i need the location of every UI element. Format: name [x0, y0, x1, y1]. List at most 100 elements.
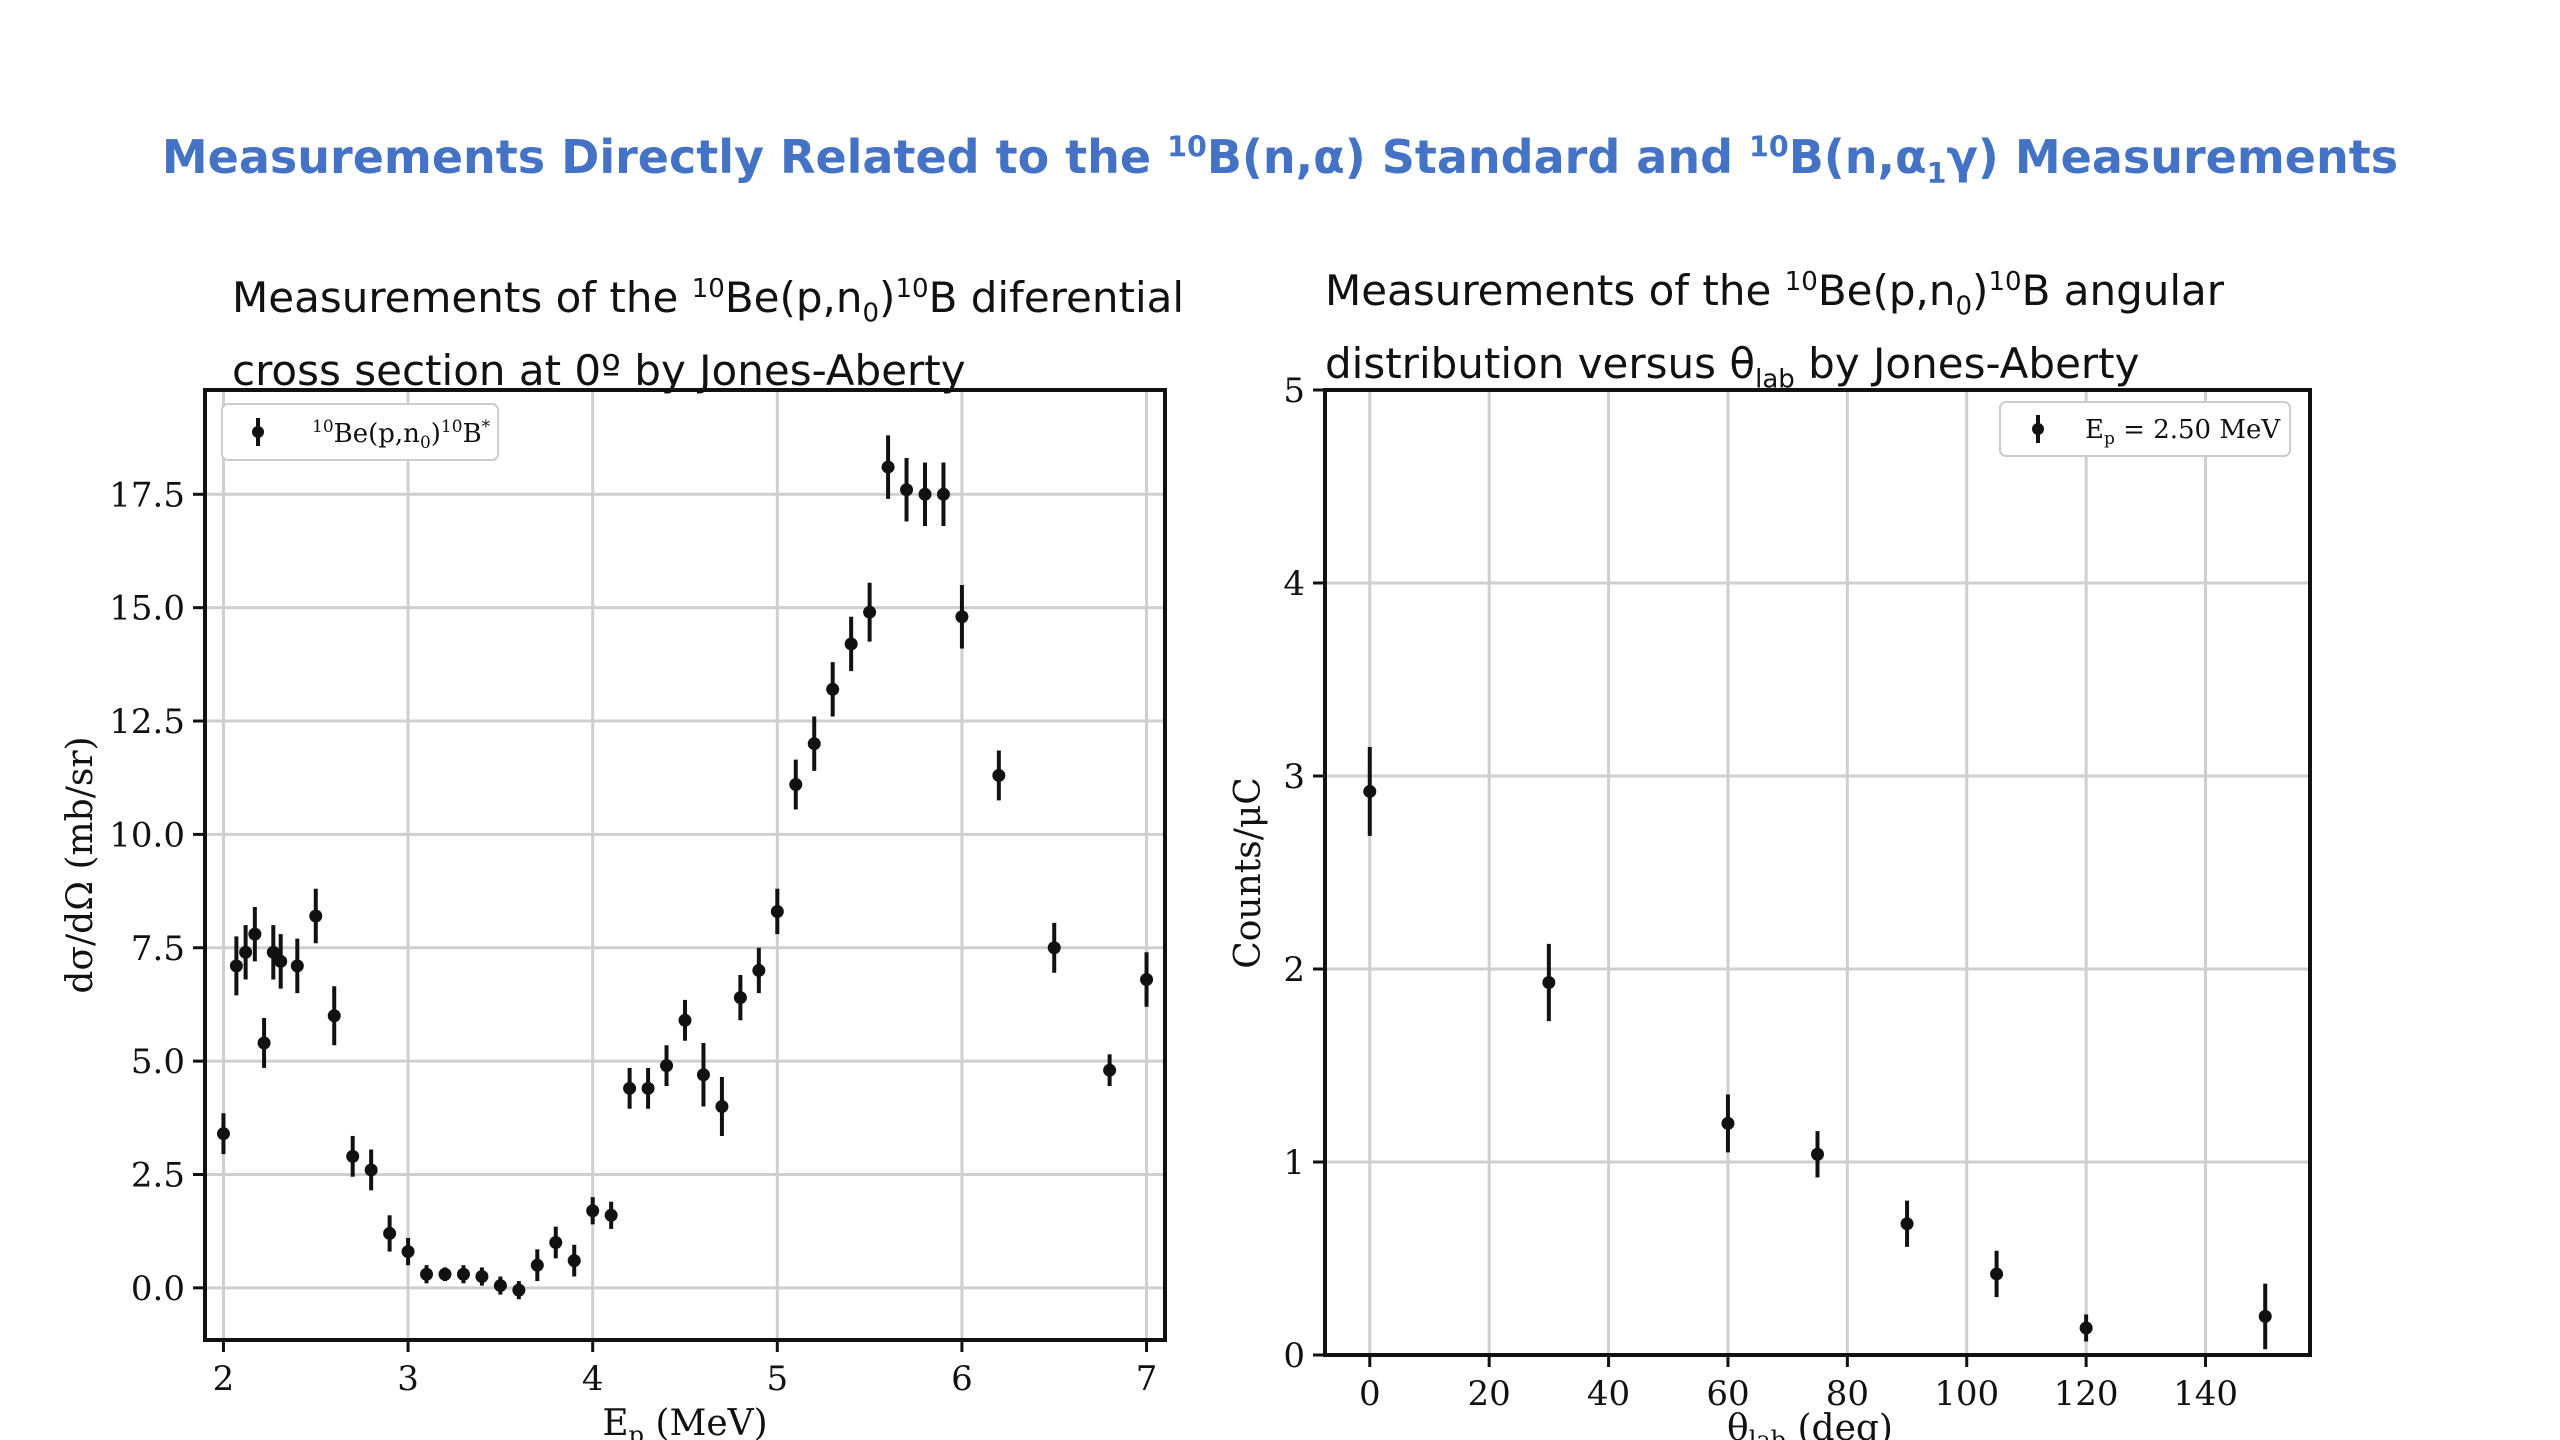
- left-chart-marker: [604, 1208, 618, 1222]
- left-chart-marker: [257, 1036, 271, 1050]
- left-chart-marker: [290, 959, 304, 973]
- right-chart-x-tick-label: 120: [2054, 1374, 2119, 1414]
- left-chart-marker: [770, 904, 784, 918]
- left-chart-data-point: [623, 1067, 637, 1109]
- left-chart-marker: [274, 954, 288, 968]
- left-chart-data-point: [456, 1265, 470, 1284]
- left-chart-marker: [715, 1099, 729, 1113]
- left-chart-marker: [807, 737, 821, 751]
- left-chart-frame: [203, 388, 1167, 1342]
- left-chart-marker: [475, 1270, 489, 1284]
- left-chart-marker: [512, 1283, 526, 1297]
- right-chart-x-tick-label: 140: [2173, 1374, 2238, 1414]
- left-chart-data-point: [266, 925, 280, 980]
- left-chart-data-point: [493, 1276, 507, 1295]
- left-chart-data-point: [992, 750, 1006, 801]
- left-chart-data-point: [660, 1045, 674, 1087]
- left-chart-data-point: [1140, 952, 1154, 1007]
- right-chart-data-point: [2258, 1283, 2272, 1350]
- left-chart-data-point: [290, 938, 304, 994]
- left-chart-data-point: [257, 1018, 271, 1068]
- left-chart-data-point: [936, 462, 950, 527]
- right-chart-legend: Ep = 2.50 MeV: [1999, 401, 2291, 457]
- left-chart-x-tick-label: 7: [1136, 1359, 1158, 1399]
- left-chart-marker: [346, 1149, 360, 1163]
- right-y-axis-title: Counts/μC: [1228, 777, 1269, 969]
- left-chart-marker: [549, 1236, 563, 1250]
- left-chart-data-point: [229, 936, 243, 996]
- left-chart-marker: [992, 768, 1006, 782]
- right-chart-marker: [1900, 1217, 1914, 1231]
- right-chart-data-point: [1721, 1094, 1735, 1153]
- left-chart-marker: [955, 610, 969, 624]
- right-chart-x-tick-label: 40: [1587, 1374, 1630, 1414]
- right-chart-marker: [1811, 1147, 1824, 1161]
- left-chart-marker: [660, 1059, 674, 1073]
- left-chart-marker: [752, 963, 766, 977]
- left-chart-data-point: [789, 759, 803, 810]
- left-chart-marker: [826, 682, 840, 696]
- left-chart-data-point: [826, 662, 840, 717]
- right-chart-data-point: [1363, 747, 1377, 836]
- left-chart-caption: Measurements of the 10Be(p,n0)10B difere…: [232, 273, 1185, 396]
- left-y-axis-title: dσ/dΩ (mb/sr): [60, 736, 101, 993]
- right-chart-grid: [1325, 388, 2310, 1357]
- right-chart-y-tick-label: 3: [1283, 757, 1305, 797]
- left-chart-marker: [900, 483, 914, 497]
- left-chart-data-point: [955, 584, 969, 649]
- left-chart-marker: [493, 1279, 507, 1293]
- left-chart-marker: [881, 460, 895, 474]
- right-chart-marker: [2258, 1309, 2272, 1323]
- right-chart-y-tick-label: 2: [1283, 950, 1305, 990]
- right-chart-points: [1363, 747, 2272, 1350]
- left-chart-data-point: [770, 888, 784, 935]
- left-chart-data-point: [752, 947, 766, 994]
- left-chart-data-point: [420, 1265, 434, 1284]
- left-chart-marker: [678, 1013, 692, 1027]
- left-chart-x-tick-label: 4: [582, 1359, 604, 1399]
- left-chart-marker: [327, 1009, 341, 1023]
- left-chart-y-tick-label: 15.0: [109, 589, 185, 629]
- left-chart-marker: [401, 1245, 415, 1259]
- left-chart-data-point: [274, 934, 288, 989]
- left-chart-marker: [364, 1163, 378, 1177]
- left-chart-data-point: [715, 1076, 729, 1136]
- left-chart-x-tick-label: 2: [213, 1359, 235, 1399]
- left-chart-data-point: [900, 458, 914, 522]
- left-chart-data-point: [327, 986, 341, 1046]
- left-chart-data-point: [216, 1113, 230, 1155]
- left-chart-marker: [844, 637, 858, 651]
- left-chart-data-point: [567, 1244, 581, 1277]
- left-legend-label: 10Be(p,n0)10B*: [312, 417, 491, 453]
- left-chart-marker: [216, 1127, 230, 1141]
- left-chart-marker: [586, 1204, 600, 1218]
- left-chart-data-point: [438, 1267, 452, 1282]
- left-chart-marker: [1140, 972, 1154, 986]
- right-chart-marker: [2079, 1321, 2093, 1335]
- left-chart-data-point: [1103, 1054, 1117, 1087]
- left-chart-marker: [1047, 941, 1061, 955]
- left-chart-y-tick-label: 12.5: [109, 702, 185, 742]
- slide-title: Measurements Directly Related to the 10B…: [161, 130, 2399, 191]
- left-chart-marker: [623, 1081, 637, 1095]
- right-chart-data-point: [1900, 1200, 1914, 1247]
- left-chart-data-point: [586, 1197, 600, 1225]
- left-chart-marker: [229, 959, 243, 973]
- left-chart-y-tick-label: 2.5: [131, 1155, 185, 1195]
- right-chart-x-tick-label: 80: [1826, 1374, 1869, 1414]
- left-chart-data-point: [401, 1237, 415, 1266]
- right-chart-y-tick-label: 5: [1283, 371, 1305, 411]
- left-chart-x-tick-label: 6: [951, 1359, 973, 1399]
- left-chart-marker: [239, 945, 253, 959]
- left-chart-ticks: 2 3 4 5 6 7 0.0 2.5 5.0 7.5 10.0 12.5 15.0 17.5: [109, 475, 1157, 1399]
- right-chart-marker: [1363, 784, 1377, 798]
- right-chart-caption: Measurements of the 10Be(p,n0)10B angula…: [1325, 266, 2225, 395]
- right-chart-data-point: [2079, 1314, 2093, 1342]
- left-chart-grid: [205, 390, 1165, 1340]
- right-chart-x-tick-label: 60: [1706, 1374, 1749, 1414]
- left-chart-marker: [936, 487, 950, 501]
- left-chart-data-point: [346, 1135, 360, 1177]
- left-x-axis-title: Ep (MeV): [602, 1403, 767, 1440]
- right-chart-data-point: [1542, 943, 1556, 1022]
